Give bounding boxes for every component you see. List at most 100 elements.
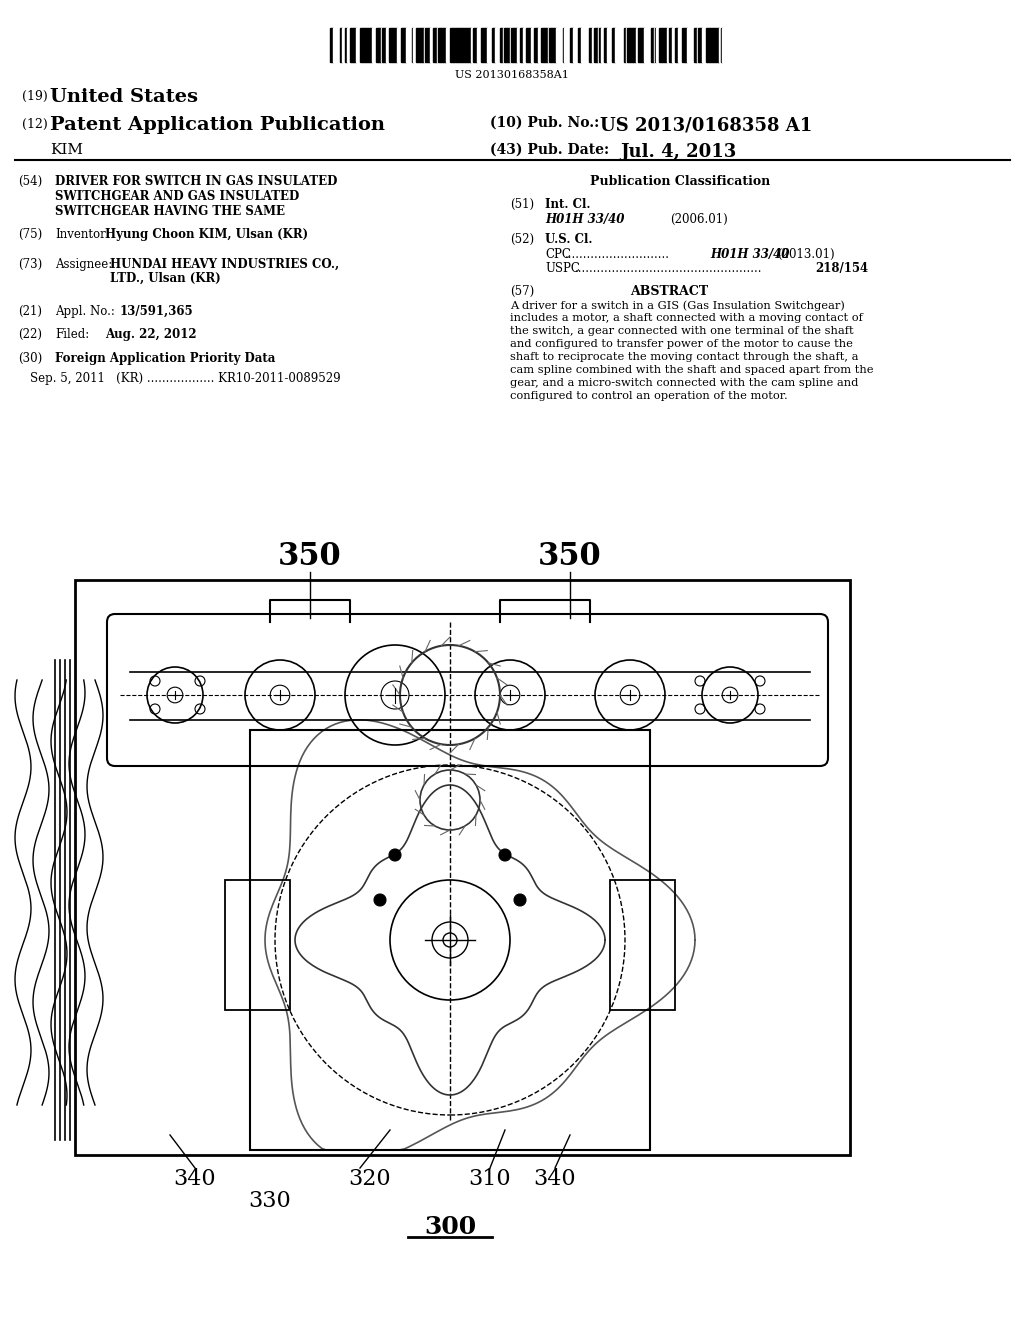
Bar: [609, 28, 612, 62]
Circle shape: [443, 933, 457, 946]
Text: ............................: ............................: [565, 248, 670, 261]
Text: Publication Classification: Publication Classification: [590, 176, 770, 187]
Text: Assignee:: Assignee:: [55, 257, 113, 271]
Bar: [644, 28, 647, 62]
Bar: [389, 28, 392, 62]
Bar: [370, 28, 372, 62]
Bar: [431, 28, 433, 62]
Bar: [428, 28, 430, 62]
Bar: [413, 28, 416, 62]
Text: 310: 310: [469, 1168, 511, 1191]
Bar: [699, 28, 702, 62]
Bar: [570, 28, 572, 62]
Text: US 20130168358A1: US 20130168358A1: [455, 70, 569, 81]
Bar: [541, 28, 544, 62]
Text: the switch, a gear connected with one terminal of the shaft: the switch, a gear connected with one te…: [510, 326, 854, 337]
Bar: [489, 28, 492, 62]
Bar: [599, 28, 601, 62]
Bar: [356, 28, 359, 62]
Bar: [633, 28, 636, 62]
Text: 13/591,365: 13/591,365: [120, 305, 194, 318]
Bar: [487, 28, 489, 62]
Text: (21): (21): [18, 305, 42, 318]
Bar: [610, 880, 675, 1010]
Bar: [581, 28, 584, 62]
Bar: [483, 28, 485, 62]
Bar: [406, 28, 409, 62]
Bar: [467, 28, 469, 62]
Bar: [471, 28, 473, 62]
Bar: [394, 28, 397, 62]
Bar: [360, 28, 362, 62]
Bar: [347, 28, 350, 62]
Bar: [616, 28, 618, 62]
Bar: [557, 28, 560, 62]
Circle shape: [389, 849, 401, 861]
Bar: [463, 28, 465, 62]
Text: Filed:: Filed:: [55, 327, 89, 341]
Text: (19): (19): [22, 90, 48, 103]
Circle shape: [374, 894, 386, 906]
Bar: [573, 28, 575, 62]
Bar: [592, 28, 594, 62]
Text: 350: 350: [539, 541, 602, 572]
Bar: [618, 28, 622, 62]
Bar: [461, 28, 463, 62]
Bar: [715, 28, 718, 62]
Bar: [366, 28, 368, 62]
Bar: [342, 28, 345, 62]
Bar: [528, 28, 531, 62]
Bar: [362, 28, 365, 62]
Text: (57): (57): [510, 285, 535, 298]
Bar: [713, 28, 715, 62]
Bar: [517, 28, 520, 62]
Text: 340: 340: [174, 1168, 216, 1191]
Bar: [707, 28, 710, 62]
Bar: [604, 28, 607, 62]
Text: Sep. 5, 2011   (KR) .................. KR10-2011-0089529: Sep. 5, 2011 (KR) .................. KR1…: [30, 372, 341, 385]
Bar: [497, 28, 500, 62]
Bar: [676, 28, 678, 62]
Text: configured to control an operation of the motor.: configured to control an operation of th…: [510, 391, 787, 401]
Bar: [492, 28, 495, 62]
Bar: [474, 28, 477, 62]
Bar: [687, 28, 690, 62]
Text: ..................................................: ........................................…: [575, 261, 763, 275]
Text: SWITCHGEAR AND GAS INSULATED: SWITCHGEAR AND GAS INSULATED: [55, 190, 299, 203]
Bar: [485, 28, 487, 62]
Bar: [495, 28, 497, 62]
Bar: [397, 28, 399, 62]
Bar: [425, 28, 428, 62]
Bar: [659, 28, 662, 62]
Text: (12): (12): [22, 117, 48, 131]
Bar: [465, 28, 467, 62]
Bar: [601, 28, 604, 62]
Bar: [330, 28, 333, 62]
Text: cam spline combined with the shaft and spaced apart from the: cam spline combined with the shaft and s…: [510, 366, 873, 375]
Bar: [523, 28, 526, 62]
Bar: [376, 28, 378, 62]
Bar: [545, 28, 548, 62]
Bar: [507, 28, 510, 62]
Text: (22): (22): [18, 327, 42, 341]
Bar: [350, 28, 353, 62]
Bar: [538, 28, 541, 62]
Text: 340: 340: [534, 1168, 577, 1191]
Bar: [627, 28, 630, 62]
Bar: [656, 28, 659, 62]
Bar: [551, 28, 554, 62]
Text: H01H 33/40: H01H 33/40: [710, 248, 790, 261]
Bar: [501, 28, 503, 62]
Bar: [401, 28, 404, 62]
Text: ABSTRACT: ABSTRACT: [630, 285, 709, 298]
Bar: [368, 28, 370, 62]
Bar: [594, 28, 597, 62]
Text: Aug. 22, 2012: Aug. 22, 2012: [105, 327, 197, 341]
Bar: [651, 28, 654, 62]
Bar: [438, 28, 440, 62]
Bar: [691, 28, 694, 62]
Bar: [694, 28, 696, 62]
Text: includes a motor, a shaft connected with a moving contact of: includes a motor, a shaft connected with…: [510, 313, 863, 323]
Bar: [585, 28, 588, 62]
Bar: [624, 28, 626, 62]
